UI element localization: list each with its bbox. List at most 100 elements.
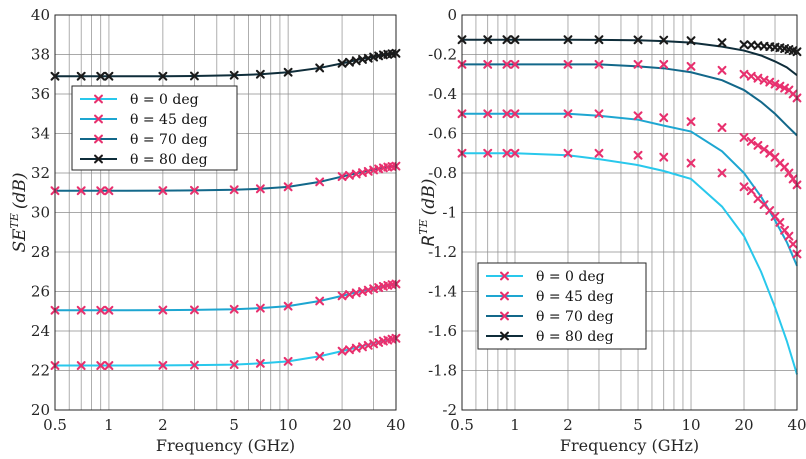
series-markers-3 [457,35,802,57]
y-tick-label: 32 [31,164,50,182]
legend-item-0: θ = 0 deg [486,269,605,285]
x-tick-label: 0.5 [43,416,67,434]
data-point [502,59,512,69]
legend: θ = 0 deg θ = 45 deg θ = 70 deg θ = 80 deg [477,262,647,350]
chart-shielding-effectiveness: 0.5 1 2 5 10 20 40 20 22 24 26 28 30 32 34 36 38 40 Freque… [8,6,406,455]
data-point [746,40,756,50]
legend-marker [500,331,509,341]
data-point [96,186,106,196]
data-point [315,296,325,306]
data-point [189,71,199,81]
legend-item-1: θ = 45 deg [80,112,208,128]
data-point [483,148,493,158]
data-point [563,109,573,119]
series-line-0 [462,152,798,375]
legend-label: θ = 45 deg [130,112,208,128]
data-point [158,360,168,370]
x-tick-label: 40 [787,416,806,434]
data-point [96,361,106,371]
data-point [594,109,604,119]
data-point [502,109,512,119]
legend-marker [94,94,103,104]
series-markers-1 [457,109,802,190]
data-point [770,79,780,89]
data-point [483,109,493,119]
x-tick-label: 1 [510,416,520,434]
data-point [189,360,199,370]
y-tick-label: 36 [31,85,50,103]
x-tick-label: 1 [104,416,114,434]
data-point [255,69,265,79]
data-point [659,35,669,45]
y-tick-label: -1.4 [428,283,457,301]
y-tick-label: -1.6 [428,322,457,340]
data-point [345,57,354,67]
series-markers-2 [457,59,802,103]
data-point [283,301,293,311]
data-point [283,67,293,77]
legend: θ = 0 deg θ = 45 deg θ = 70 deg θ = 80 deg [71,85,238,171]
data-point [315,63,325,73]
data-point [563,148,573,158]
legend-item-0: θ = 0 deg [80,92,199,108]
legend-item-3: θ = 80 deg [486,329,614,345]
data-point [780,83,790,93]
data-point [158,305,168,315]
data-point [717,123,727,133]
data-point [746,186,756,196]
data-point [104,71,114,81]
axes-frame [461,14,798,411]
y-tick-label: -1.2 [428,243,457,261]
y-axis-label-base: SE [10,228,30,253]
data-point [686,61,696,71]
data-point [633,111,643,121]
data-point [739,69,749,79]
series-markers-0 [457,148,802,259]
x-tick-label: 5 [633,416,643,434]
data-point [633,59,643,69]
y-tick-label: 20 [31,401,50,419]
data-point [96,305,106,315]
data-point [717,168,727,178]
data-point [594,148,604,158]
y-axis-label: SETE (dB) [8,172,30,252]
legend-label: θ = 45 deg [536,289,614,305]
x-tick-label: 2 [563,416,573,434]
axes-frame [54,14,397,411]
legend-marker [500,271,509,281]
data-point [158,71,168,81]
y-tick-label: -0.2 [428,46,457,64]
legend-item-2: θ = 70 deg [486,309,614,325]
data-point [780,225,790,235]
data-point [189,305,199,315]
y-axis-label-unit: (dB) [419,179,439,216]
data-point [633,35,643,45]
series-markers-3 [50,48,401,81]
y-tick-label: 0 [447,6,457,24]
y-tick-label: 30 [31,204,50,222]
data-point [784,168,794,178]
legend-label: θ = 0 deg [536,269,605,285]
data-point [510,35,520,45]
x-tick-label: 0.5 [450,416,474,434]
data-point [775,81,785,91]
y-tick-label: 26 [31,283,50,301]
legend-item-1: θ = 45 deg [486,289,614,305]
data-point [315,177,325,187]
data-point [659,152,669,162]
data-point [255,184,265,194]
data-point [563,59,573,69]
y-tick-label: -0.6 [428,125,457,143]
x-tick-label: 40 [386,416,405,434]
legend-item-3: θ = 80 deg [80,152,208,168]
data-point [96,71,106,81]
x-tick-label: 10 [279,416,298,434]
data-point [759,144,769,154]
data-point [717,65,727,75]
data-point [686,158,696,168]
x-tick-label: 20 [734,416,753,434]
data-point [229,70,239,80]
y-tick-label: -1 [442,204,457,222]
data-point [739,40,749,50]
